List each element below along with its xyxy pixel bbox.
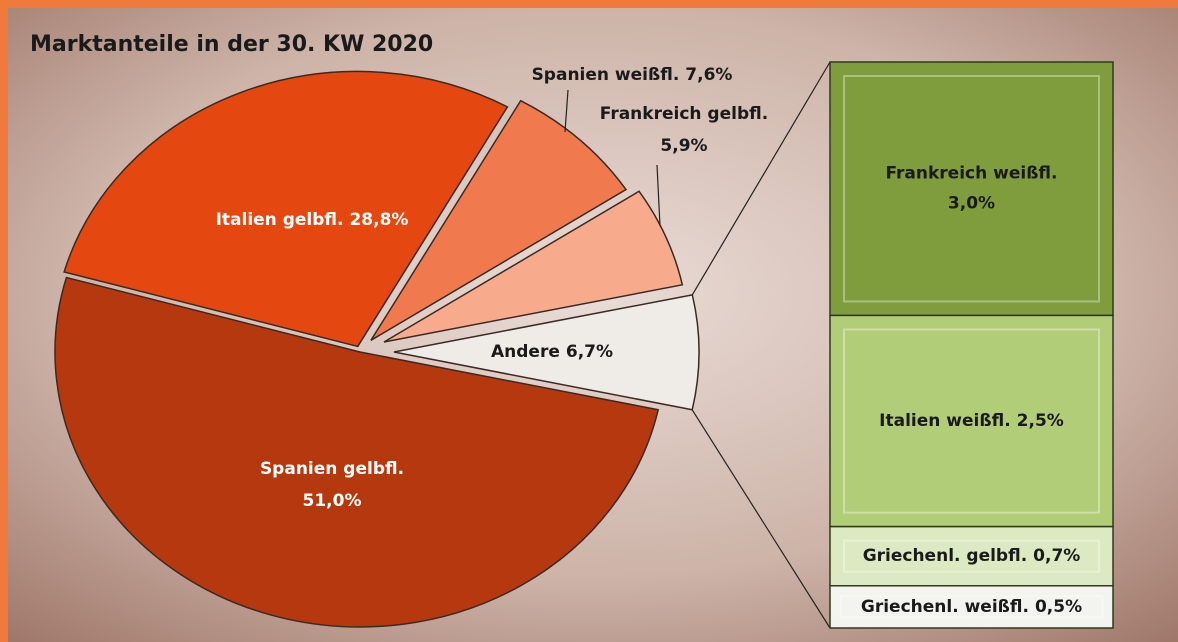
slice-label-value: 6,7% [566,342,613,362]
breakout-bar [829,585,1114,629]
bar-label: Italien weißfl. 2,5% [879,411,1064,431]
bar-value-label: 3,0% [948,194,995,214]
pie-slice [370,99,628,341]
bar-bevel [843,75,1100,303]
bar-label-value: 0,5% [1035,597,1082,617]
plot: Frankreich weißfl. 3,0% Italien weißfl. 2,5… [54,61,1114,629]
bar-bevel [843,539,1100,573]
slice-label-name: Andere [491,342,560,362]
bar-bevel [843,328,1100,514]
bar-label-name: Griechenl. weißfl. [861,597,1029,617]
breakout-bar [829,61,1114,317]
pie-slice [63,70,509,348]
pie-slice [383,190,684,343]
bar-label-value: 0,7% [1033,546,1080,566]
slice-label: Frankreich gelbfl. [600,104,768,124]
pie-slice [54,276,660,628]
bar-label-name: Griechenl. gelbfl. [863,546,1027,566]
chart-title: Marktanteile in der 30. KW 2020 [30,32,433,57]
slice-label-value: 28,8% [349,210,408,230]
connector-line [691,409,831,629]
slice-label: Spanien weißfl. 7,6% [532,65,733,85]
slice-value-label: 51,0% [303,491,362,511]
leader-line [564,89,569,133]
slice-value-label: 5,9% [660,136,707,156]
breakout-bar [829,314,1114,528]
bar-label: Frankreich weißfl. [886,164,1058,184]
bar-label: Griechenl. weißfl. 0,5% [861,597,1082,617]
slice-label: Andere 6,7% [491,342,613,362]
slice-label: Italien gelbfl. 28,8% [216,210,409,230]
bar-label-value: 2,5% [1017,411,1064,431]
pie-slice [393,293,700,411]
slice-label-name: Spanien weißfl. [532,65,680,85]
connector-line [691,61,831,296]
bar-label: Griechenl. gelbfl. 0,7% [863,546,1081,566]
leader-line [656,164,661,227]
breakout-bar [829,525,1114,587]
bar-label-name: Italien weißfl. [879,411,1010,431]
slice-label-name: Italien gelbfl. [216,210,344,230]
slice-label-value: 7,6% [685,65,732,85]
slice-label: Spanien gelbfl. [260,459,404,479]
bar-bevel [839,595,1104,619]
